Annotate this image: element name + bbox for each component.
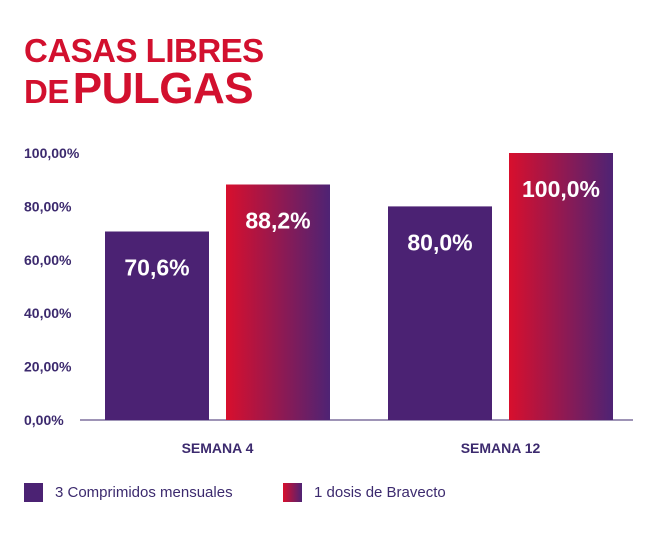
- y-tick-label: 0,00%: [24, 412, 64, 428]
- bar-1-1: [105, 231, 209, 420]
- x-tick-label: SEMANA 4: [182, 440, 254, 456]
- legend-swatch-series-2: [283, 483, 302, 502]
- legend-item-series-2: 1 dosis de Bravecto: [283, 483, 446, 502]
- y-tick-label: 80,00%: [24, 198, 72, 214]
- title-line-2-big: PULGAS: [72, 64, 254, 113]
- data-label: 70,6%: [124, 254, 189, 280]
- legend-label-series-1: 3 Comprimidos mensuales: [55, 484, 233, 501]
- legend-label-series-2: 1 dosis de Bravecto: [314, 484, 446, 501]
- y-tick-label: 20,00%: [24, 359, 72, 375]
- title-line-2: DE PULGAS: [24, 67, 264, 111]
- legend-swatch-series-1: [24, 483, 43, 502]
- data-label: 88,2%: [245, 208, 310, 234]
- bar-2-2: [509, 153, 613, 420]
- data-label: 80,0%: [407, 229, 472, 255]
- bar-2-1: [226, 184, 330, 420]
- legend-item-series-1: 3 Comprimidos mensuales: [24, 483, 233, 502]
- plot-area: 0,00% 20,00% 40,00% 60,00% 80,00% 100,00% 70,6…: [24, 145, 633, 456]
- data-label: 100,0%: [522, 176, 600, 202]
- title-line-2-small: DE: [24, 73, 69, 110]
- y-tick-label: 100,00%: [24, 145, 80, 161]
- y-tick-label: 60,00%: [24, 252, 72, 268]
- chart-title: CASAS LIBRES DE PULGAS: [24, 34, 264, 111]
- x-tick-label: SEMANA 12: [461, 440, 541, 456]
- bar-1-2: [388, 206, 492, 420]
- title-line-1: CASAS LIBRES: [24, 32, 264, 69]
- y-tick-label: 40,00%: [24, 305, 72, 321]
